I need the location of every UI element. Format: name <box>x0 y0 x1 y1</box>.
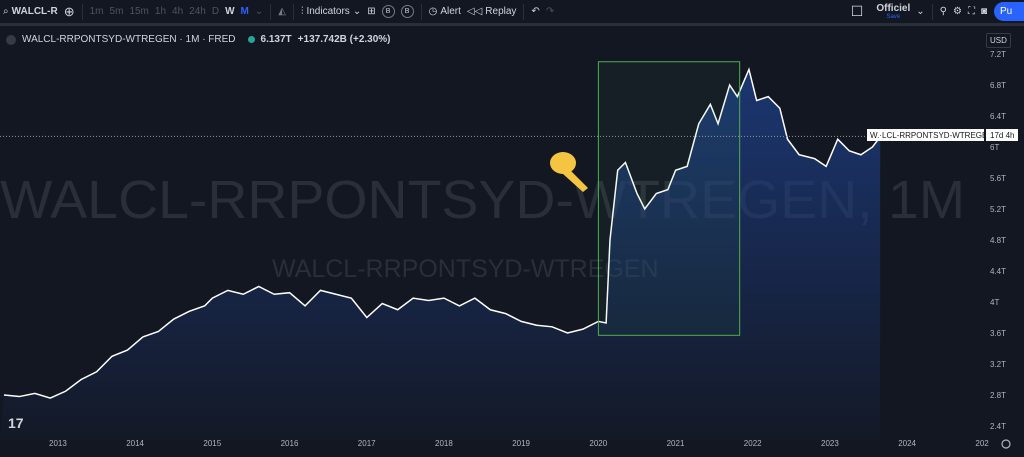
price-label-name: W.·LCL-RRPONTSYD-WTREGEN <box>870 131 993 140</box>
camera-icon[interactable]: ◙ <box>980 6 987 17</box>
countdown-label: 17d 4h <box>990 131 1014 140</box>
x-tick-label: 2018 <box>435 439 453 448</box>
chevron-down-icon[interactable]: ⌄ <box>916 6 925 17</box>
pointing-hand-finger-icon <box>563 170 588 192</box>
publish-button[interactable]: Pu <box>994 2 1024 21</box>
quick-search-icon[interactable]: ⚲ <box>939 6 947 17</box>
rewind-icon: ◁◁ <box>466 6 483 17</box>
x-tick-label: 2013 <box>49 439 67 448</box>
x-tick-label: 2021 <box>667 439 685 448</box>
countdown-bg <box>986 129 1018 141</box>
indicators-button[interactable]: ⫶ Indicators ⌄ <box>300 6 362 17</box>
market-status-dot <box>247 36 255 43</box>
x-tick-label: 2023 <box>821 439 839 448</box>
annotation-rectangle <box>597 61 741 336</box>
add-symbol-button[interactable]: ⊕ <box>63 3 75 19</box>
y-tick-label: 5.6T <box>990 174 1006 183</box>
pointing-hand-icon <box>550 152 576 174</box>
x-tick-label: 2019 <box>512 439 530 448</box>
search-icon: ⌕ <box>3 6 9 17</box>
interval-1h[interactable]: 1h <box>154 6 167 17</box>
undo-icon[interactable]: ↶ <box>531 6 540 17</box>
x-tick-label: 2024 <box>898 439 916 448</box>
area-fill <box>0 69 881 440</box>
alarm-clock-icon: ◷ <box>428 6 438 17</box>
series-value: 6.137T <box>260 34 292 45</box>
x-tick-label: 2020 <box>589 439 607 448</box>
x-tick-label: 202 <box>975 439 989 448</box>
series-legend: WALCL-RRPONTSYD-WTREGEN · 1M · FRED 6.13… <box>6 34 391 45</box>
x-tick-label: 2015 <box>203 439 221 448</box>
y-tick-label: 3.6T <box>990 329 1006 338</box>
indicators-icon: ⫶ <box>300 6 304 17</box>
axis-settings-icon <box>1001 439 1011 449</box>
y-tick-label: 7.2T <box>990 50 1006 59</box>
y-tick-label: 5.2T <box>990 205 1006 214</box>
symbol-logo <box>6 34 16 45</box>
fullscreen-icon[interactable]: ⛶ <box>967 6 975 17</box>
y-tick-label: 4T <box>990 298 999 307</box>
interval-M[interactable]: M <box>240 6 249 17</box>
templates-icon[interactable]: ⊞ <box>367 6 376 17</box>
interval-4h[interactable]: 4h <box>172 6 184 17</box>
y-tick-label: 2.8T <box>990 391 1006 400</box>
y-tick-label: 6T <box>990 143 999 152</box>
gear-icon[interactable]: ⚙ <box>952 6 962 17</box>
chevron-down-icon[interactable]: ⌄ <box>254 6 264 17</box>
x-tick-label: 2014 <box>126 439 144 448</box>
price-label-bg <box>867 129 984 141</box>
redo-icon[interactable]: ↷ <box>545 6 555 17</box>
y-tick-label: 6.4T <box>990 112 1006 121</box>
layout-square-icon[interactable]: ☐ <box>850 3 864 19</box>
interval-24h[interactable]: 24h <box>189 6 206 17</box>
y-tick-label: 3.2T <box>990 360 1006 369</box>
badge-b-1[interactable]: B <box>381 5 395 18</box>
tradingview-logo: 17 <box>8 415 24 431</box>
y-tick-label: 6.8T <box>990 81 1006 90</box>
y-tick-label: 2.4T <box>990 422 1006 431</box>
interval-D[interactable]: D <box>211 6 220 17</box>
series-title[interactable]: WALCL-RRPONTSYD-WTREGEN · 1M · FRED <box>22 34 236 45</box>
interval-15m[interactable]: 15m <box>129 6 149 17</box>
series-line <box>3 67 881 399</box>
y-tick-label: 4.8T <box>990 236 1006 245</box>
chart-type-icon[interactable]: ◭ <box>278 6 286 17</box>
x-tick-label: 2016 <box>281 439 299 448</box>
currency-button[interactable]: USD <box>986 33 1011 48</box>
alert-button[interactable]: ◷ Alert <box>428 6 461 17</box>
y-tick-label: 4.4T <box>990 267 1006 276</box>
interval-5m[interactable]: 5m <box>109 6 124 17</box>
x-tick-label: 2017 <box>358 439 376 448</box>
watermark-sub: WALCL-RRPONTSYD-WTREGEN <box>272 255 659 283</box>
series-change: +137.742B (+2.30%) <box>297 34 391 45</box>
top-toolbar: ⌕ WALCL-R ⊕ 1m 5m 15m 1h 4h 24h D W M ⌄ ◭ ⫶ Indica… <box>0 0 1024 26</box>
layout-menu[interactable]: Officiel Save <box>876 2 911 20</box>
badge-b-2[interactable]: B <box>400 5 414 18</box>
interval-W[interactable]: W <box>225 6 235 17</box>
replay-button[interactable]: ◁◁ Replay <box>466 6 517 17</box>
x-tick-label: 2022 <box>744 439 762 448</box>
interval-1m[interactable]: 1m <box>89 6 104 17</box>
symbol-search[interactable]: ⌕ WALCL-R <box>3 6 58 17</box>
